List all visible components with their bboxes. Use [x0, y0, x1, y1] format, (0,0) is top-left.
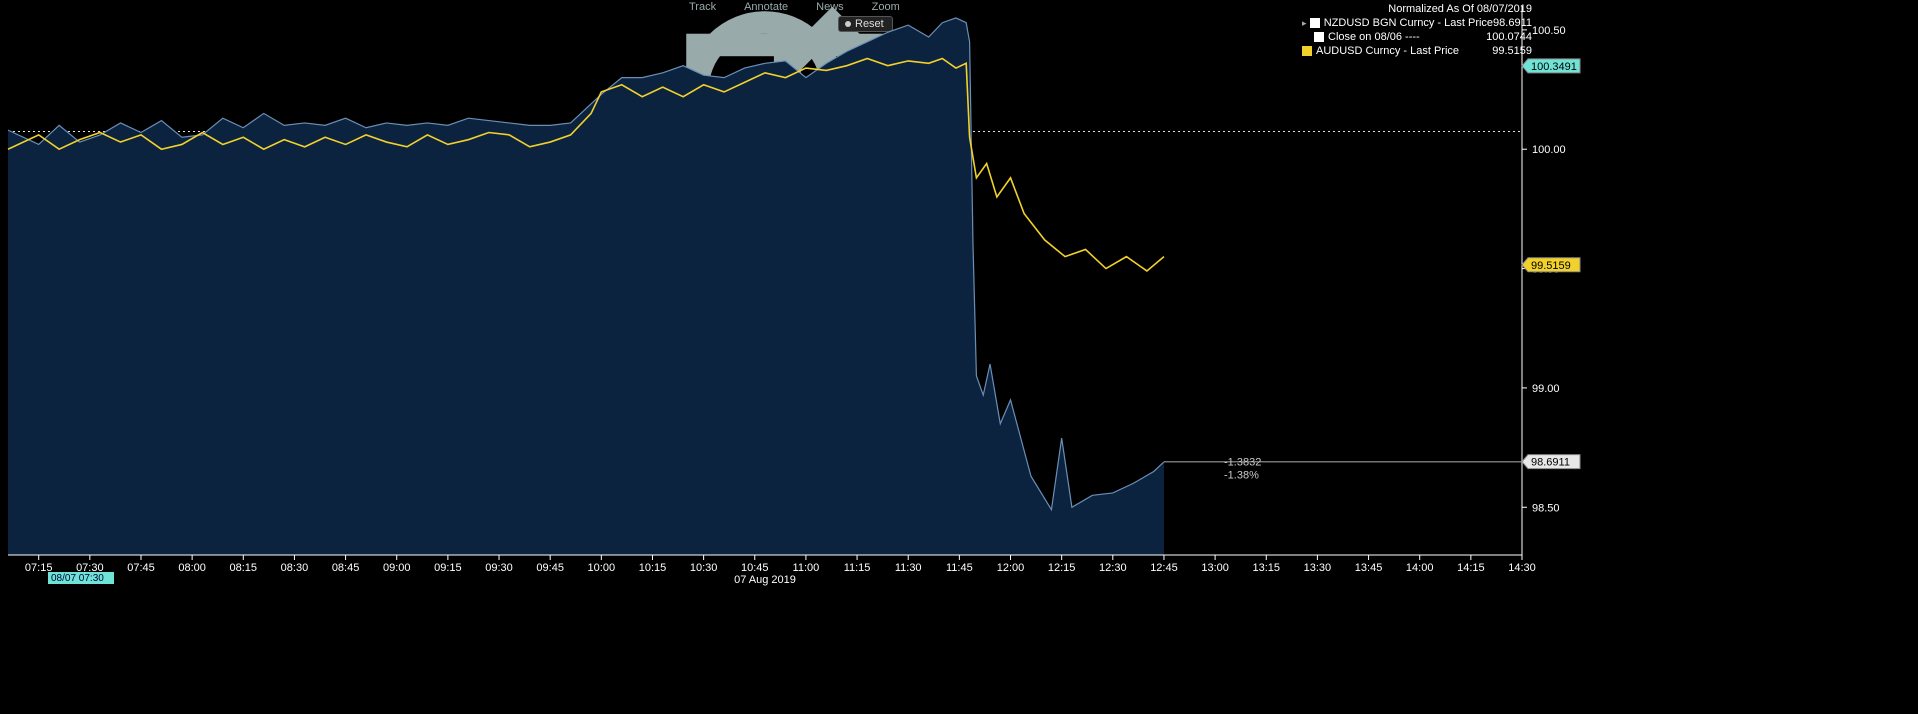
x-tick-label: 13:15 [1252, 562, 1280, 574]
x-tick-label: 10:15 [639, 562, 667, 574]
y-tick-label: 100.50 [1532, 25, 1566, 37]
x-tick-label: 09:45 [536, 562, 564, 574]
x-tick-label: 12:30 [1099, 562, 1127, 574]
y-tick-label: 99.00 [1532, 383, 1560, 395]
nzdusd-area [8, 18, 1164, 555]
x-tick-label: 10:45 [741, 562, 769, 574]
svg-text:98.6911: 98.6911 [1531, 457, 1570, 469]
x-axis-label: 07 Aug 2019 [734, 574, 796, 586]
x-tick-label: 11:15 [844, 562, 871, 574]
x-tick-label: 09:30 [485, 562, 513, 574]
x-tick-label: 11:30 [895, 562, 922, 574]
y-tick-label: 100.00 [1532, 144, 1566, 156]
x-tick-label: 08:00 [178, 562, 206, 574]
x-tick-label: 10:00 [588, 562, 616, 574]
x-tick-label: 09:00 [383, 562, 411, 574]
x-tick-label: 11:00 [793, 562, 820, 574]
x-tick-label: 08:15 [230, 562, 258, 574]
y-marker: 100.3491 [1522, 59, 1580, 73]
x-tick-label: 08:45 [332, 562, 360, 574]
svg-text:100.3491: 100.3491 [1531, 61, 1577, 73]
x-tick-label: 13:00 [1201, 562, 1229, 574]
x-tick-label: 13:30 [1304, 562, 1332, 574]
x-tick-label: 14:30 [1508, 562, 1536, 574]
x-tick-label: 12:00 [997, 562, 1025, 574]
price-chart[interactable]: 98.5099.0099.50100.00100.50100.349199.51… [0, 0, 1918, 714]
x-tick-label: 12:45 [1150, 562, 1178, 574]
y-marker: 98.6911 [1522, 455, 1580, 469]
x-tick-label: 07:45 [127, 562, 155, 574]
y-marker: 99.5159 [1522, 258, 1580, 272]
x-tick-label: 12:15 [1048, 562, 1076, 574]
x-tick-label: 09:15 [434, 562, 462, 574]
x-tick-label: 14:15 [1457, 562, 1485, 574]
x-tick-label: 10:30 [690, 562, 718, 574]
x-tick-label: 13:45 [1355, 562, 1383, 574]
x-tick-label: 14:00 [1406, 562, 1434, 574]
x-tick-label: 08:30 [281, 562, 309, 574]
delta-label: -1.3832 [1224, 457, 1261, 469]
x-tick-label: 11:45 [946, 562, 973, 574]
svg-text:99.5159: 99.5159 [1531, 260, 1571, 272]
delta-label: -1.38% [1224, 470, 1259, 482]
y-tick-label: 98.50 [1532, 502, 1560, 514]
time-badge-text: 08/07 07:30 [51, 573, 104, 584]
